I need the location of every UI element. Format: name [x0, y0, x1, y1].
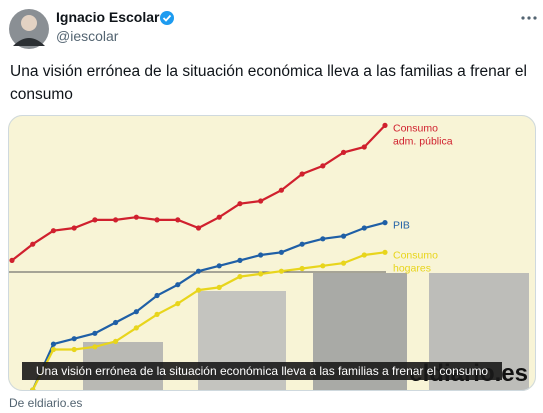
point — [133, 309, 139, 315]
point — [50, 341, 57, 347]
point — [320, 236, 326, 242]
caption: Una visión errónea de la situación econó… — [36, 364, 489, 378]
series-label: adm. pública — [393, 135, 453, 147]
caption-background — [22, 362, 502, 380]
card-source[interactable]: De eldiario.es — [9, 396, 83, 410]
point — [382, 220, 388, 226]
more-menu[interactable] — [521, 16, 537, 20]
point — [195, 225, 202, 231]
verified-badge[interactable] — [160, 11, 174, 25]
point — [382, 249, 388, 255]
point — [216, 214, 222, 220]
point — [92, 330, 98, 336]
point — [382, 122, 388, 128]
point — [50, 346, 57, 353]
point — [50, 228, 57, 234]
point — [299, 241, 305, 247]
point — [92, 344, 98, 350]
series-label: Consumo — [393, 122, 438, 134]
point — [71, 336, 77, 342]
point — [258, 252, 264, 258]
point — [133, 325, 139, 331]
point — [154, 217, 160, 223]
avatar-face — [21, 15, 37, 31]
point — [278, 187, 284, 193]
point — [361, 144, 367, 150]
author-name[interactable]: Ignacio Escolar — [56, 9, 160, 25]
point — [113, 319, 119, 326]
tweet-text: Una visión errónea de la situación econó… — [10, 63, 527, 103]
point — [278, 249, 284, 255]
point — [71, 346, 77, 353]
author-handle[interactable]: @iescolar — [56, 28, 119, 44]
point — [71, 225, 77, 231]
point — [113, 338, 119, 344]
point — [175, 301, 181, 307]
point — [361, 252, 367, 258]
series-label: hogares — [393, 262, 431, 274]
point — [278, 268, 284, 274]
point — [216, 263, 222, 269]
point — [258, 271, 264, 277]
point — [195, 287, 202, 293]
series-label: Consumo — [393, 249, 438, 261]
point — [175, 282, 181, 288]
point — [340, 149, 347, 155]
point — [154, 311, 160, 317]
series-line — [31, 251, 386, 391]
point — [113, 217, 119, 223]
point — [320, 263, 326, 269]
point — [9, 257, 15, 263]
point — [237, 274, 243, 280]
point — [299, 171, 305, 177]
point — [154, 292, 160, 299]
point — [258, 198, 264, 204]
point — [340, 233, 347, 239]
card-border — [8, 115, 536, 391]
point — [175, 217, 181, 223]
point — [361, 225, 367, 231]
series-label: PIB — [393, 220, 410, 232]
point — [216, 284, 222, 290]
series-line — [31, 221, 386, 391]
point — [30, 241, 36, 247]
point — [133, 214, 139, 220]
point — [320, 163, 326, 169]
point — [340, 260, 347, 266]
point — [237, 257, 243, 263]
point — [92, 217, 98, 223]
point — [299, 265, 305, 272]
point — [195, 268, 202, 274]
point — [237, 201, 243, 207]
avatar-body — [13, 38, 45, 46]
